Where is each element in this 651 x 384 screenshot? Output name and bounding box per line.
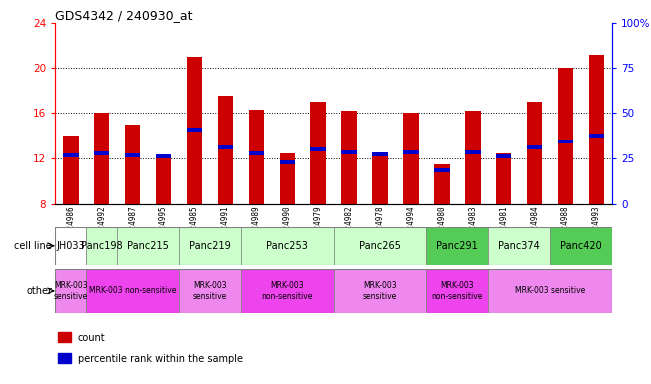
Bar — [333, 227, 426, 265]
Bar — [496, 153, 512, 204]
Text: MRK-003 sensitive: MRK-003 sensitive — [515, 286, 585, 295]
Bar — [341, 111, 357, 204]
Bar — [558, 139, 574, 144]
Text: Panc215: Panc215 — [127, 241, 169, 251]
Bar — [156, 154, 171, 158]
Text: other: other — [26, 286, 52, 296]
Bar — [527, 145, 542, 149]
Text: Panc219: Panc219 — [189, 241, 231, 251]
Text: Panc420: Panc420 — [560, 241, 602, 251]
Bar — [589, 55, 604, 204]
Bar — [187, 128, 202, 132]
Bar — [94, 151, 109, 155]
Bar — [434, 164, 450, 204]
Bar — [58, 353, 71, 363]
Text: MRK-003
sensitive: MRK-003 sensitive — [363, 281, 397, 301]
Text: MRK-003
non-sensitive: MRK-003 non-sensitive — [262, 281, 313, 301]
Bar — [179, 269, 241, 313]
Text: cell line: cell line — [14, 241, 52, 251]
Bar — [117, 227, 179, 265]
Text: Panc265: Panc265 — [359, 241, 401, 251]
Bar — [311, 147, 326, 151]
Bar — [311, 102, 326, 204]
Bar — [488, 227, 550, 265]
Text: Panc291: Panc291 — [436, 241, 478, 251]
Bar — [156, 156, 171, 204]
Bar — [550, 227, 612, 265]
Text: MRK-003
non-sensitive: MRK-003 non-sensitive — [432, 281, 483, 301]
Bar — [589, 134, 604, 138]
Bar — [488, 269, 612, 313]
Text: GDS4342 / 240930_at: GDS4342 / 240930_at — [55, 9, 193, 22]
Bar — [372, 152, 388, 156]
Bar — [125, 124, 141, 204]
Text: Panc374: Panc374 — [498, 241, 540, 251]
Bar — [86, 227, 117, 265]
Bar — [58, 332, 71, 342]
Bar — [333, 269, 426, 313]
Bar — [403, 150, 419, 154]
Text: JH033: JH033 — [57, 241, 85, 251]
Bar — [527, 102, 542, 204]
Bar — [426, 269, 488, 313]
Bar — [403, 113, 419, 204]
Bar — [63, 136, 79, 204]
Bar — [465, 150, 480, 154]
Text: MRK-003
sensitive: MRK-003 sensitive — [193, 281, 227, 301]
Text: MRK-003 non-sensitive: MRK-003 non-sensitive — [89, 286, 176, 295]
Bar — [55, 269, 86, 313]
Text: Panc198: Panc198 — [81, 241, 122, 251]
Bar — [179, 227, 241, 265]
Bar — [558, 68, 574, 204]
Bar — [465, 111, 480, 204]
Bar — [496, 154, 512, 158]
Text: MRK-003
sensitive: MRK-003 sensitive — [53, 281, 88, 301]
Bar — [426, 227, 488, 265]
Bar — [434, 168, 450, 172]
Bar — [279, 160, 295, 164]
Bar — [94, 113, 109, 204]
Bar — [187, 57, 202, 204]
Bar — [341, 150, 357, 154]
Bar — [86, 269, 179, 313]
Text: percentile rank within the sample: percentile rank within the sample — [77, 354, 243, 364]
Bar — [279, 153, 295, 204]
Bar — [241, 269, 333, 313]
Bar — [241, 227, 333, 265]
Bar — [55, 227, 86, 265]
Bar — [249, 151, 264, 155]
Bar — [125, 153, 141, 157]
Bar — [217, 145, 233, 149]
Bar — [372, 153, 388, 204]
Bar — [217, 96, 233, 204]
Bar — [63, 153, 79, 157]
Text: Panc253: Panc253 — [266, 241, 308, 251]
Bar — [249, 110, 264, 204]
Text: count: count — [77, 333, 105, 343]
